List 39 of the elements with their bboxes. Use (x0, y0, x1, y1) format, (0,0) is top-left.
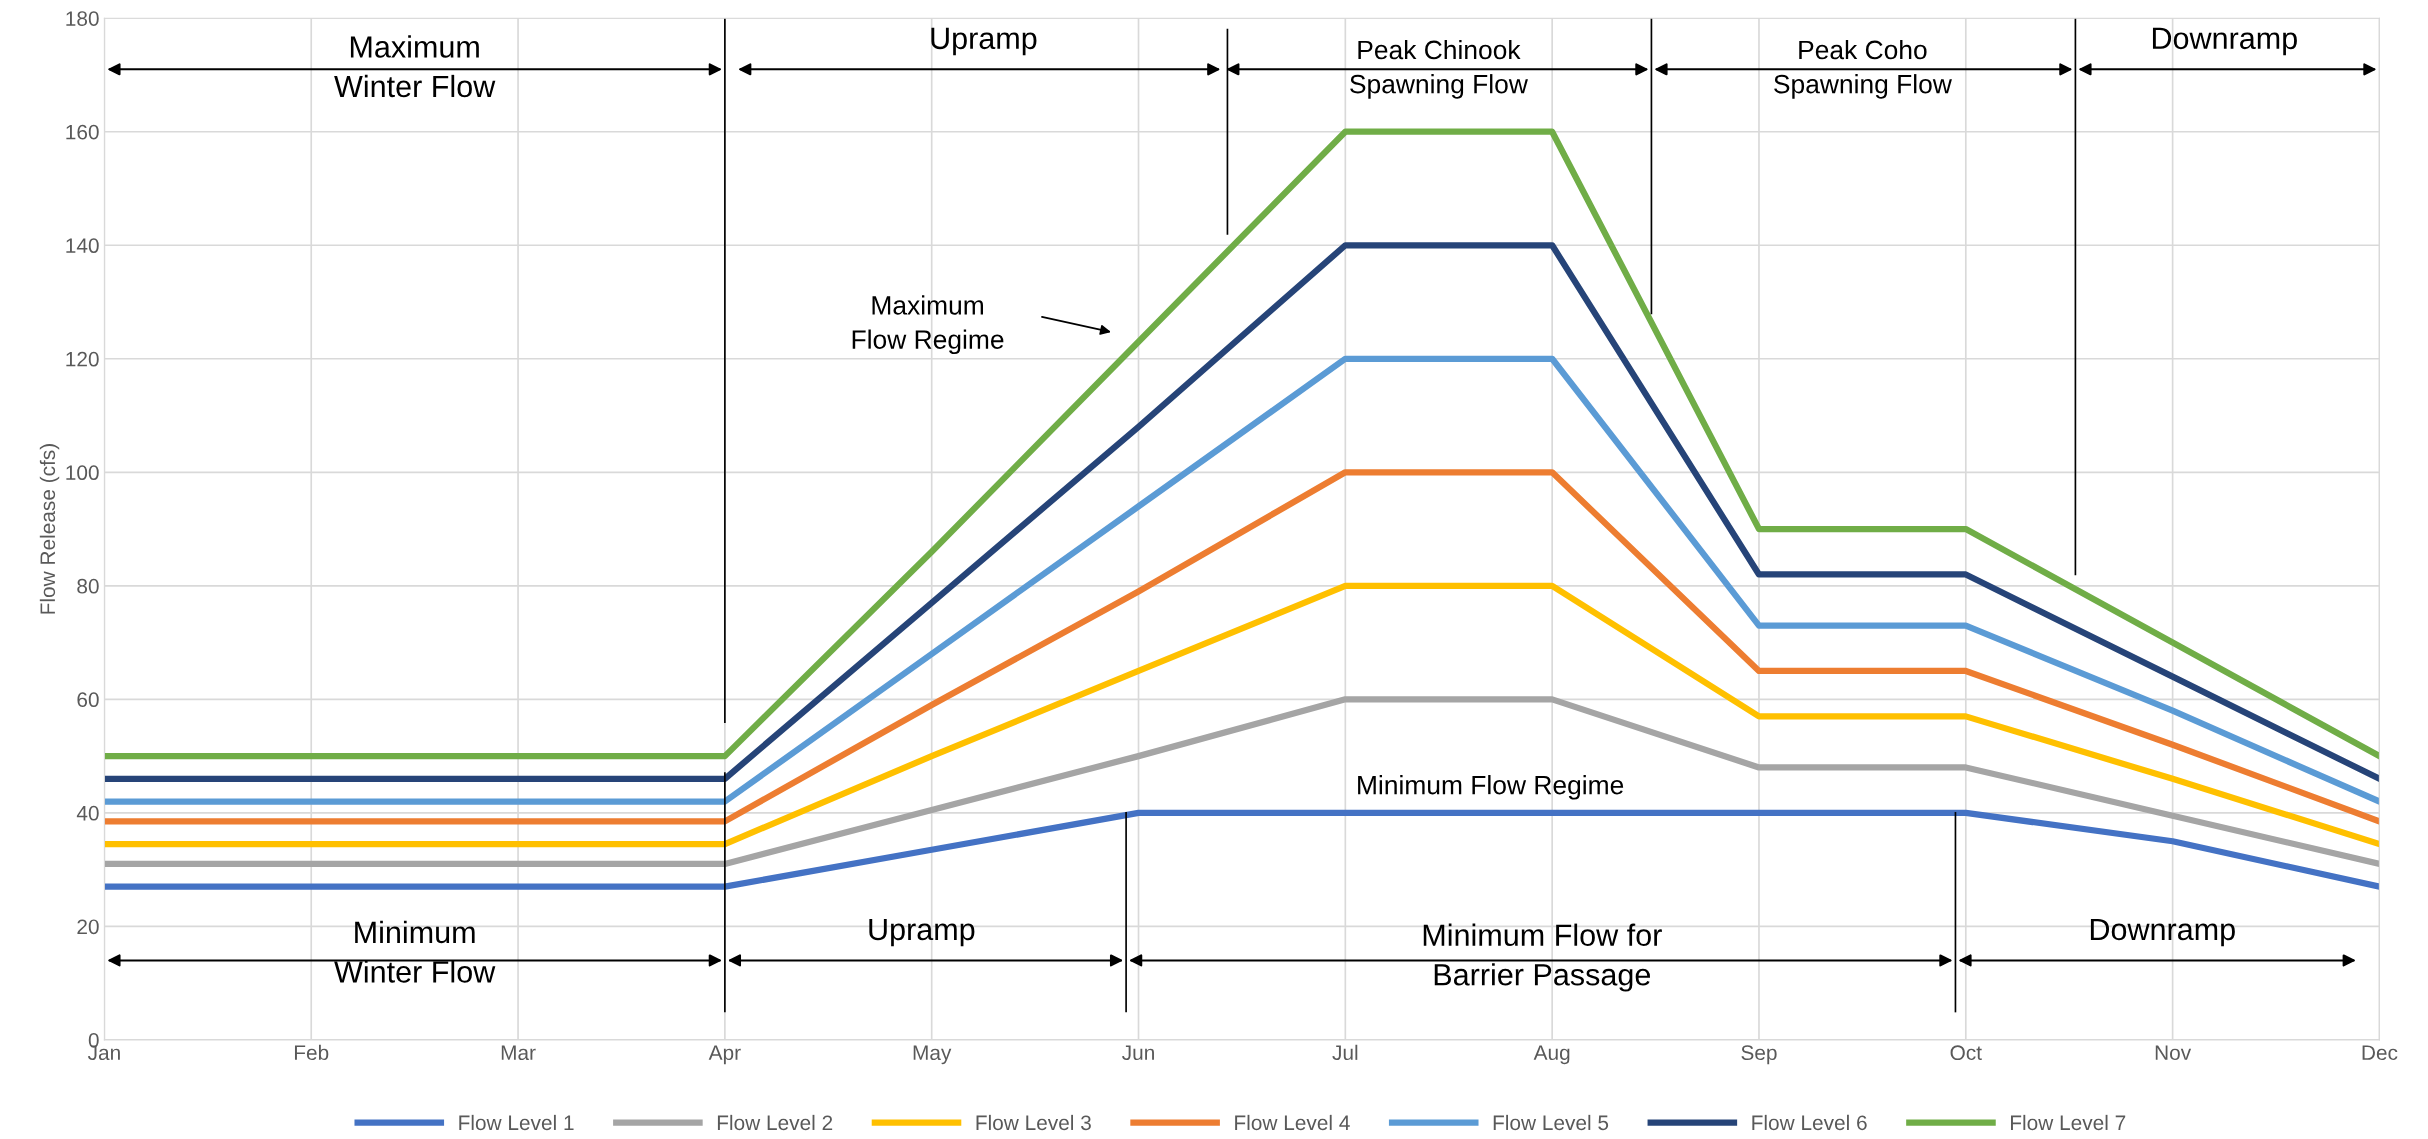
annotation: Upramp (931, 27, 1037, 56)
legend-label: Flow Level 3 (976, 1114, 1091, 1131)
annotation: Peak Coho Spawning Flow (1774, 39, 1952, 99)
annotation: Downramp (2090, 918, 2235, 947)
annotation: Peak Chinook Spawning Flow (1350, 39, 1528, 99)
x-tick-label: Sep (1741, 1045, 1777, 1065)
y-tick-label: 40 (76, 805, 99, 821)
annotation: Maximum Flow Regime (852, 295, 1004, 355)
legend-label: Flow Level 5 (1493, 1114, 1609, 1131)
legend-label: Flow Level 7 (2011, 1114, 2126, 1131)
y-tick-label: 60 (77, 692, 99, 708)
y-tick-label: 80 (77, 578, 99, 594)
x-tick-label: Nov (2155, 1045, 2192, 1061)
y-axis-title: Flow Release (cfs) (39, 444, 60, 614)
x-tick-label: Mar (501, 1045, 536, 1061)
y-tick-label: 100 (66, 465, 99, 481)
legend-label: Flow Level 2 (717, 1114, 833, 1131)
x-tick-label: Feb (294, 1044, 329, 1061)
x-tick-label: Dec (2362, 1045, 2398, 1061)
annotation: Minimum Winter Flow (334, 920, 496, 983)
x-tick-label: Apr (708, 1045, 741, 1065)
y-tick-label: 20 (77, 919, 99, 935)
x-tick-label: May (913, 1045, 952, 1065)
x-tick-label: Aug (1533, 1045, 1570, 1065)
annotation: Downramp (2152, 27, 2297, 56)
x-tick-label: Oct (1950, 1045, 1982, 1061)
annotation: Minimum Flow Regime (1358, 775, 1624, 800)
y-tick-label: 180 (66, 11, 99, 26)
legend-label: Flow Level 1 (459, 1114, 574, 1131)
y-tick-label: 160 (66, 124, 99, 140)
annotation: Upramp (869, 918, 975, 947)
x-tick-label: Jul (1332, 1044, 1358, 1061)
y-tick-label: 140 (66, 238, 99, 254)
legend-label: Flow Level 6 (1752, 1114, 1867, 1131)
y-tick-label: 120 (66, 351, 99, 367)
annotation: Minimum Flow for Barrier Passage (1423, 923, 1662, 992)
x-tick-label: Jun (1122, 1045, 1154, 1061)
annotation: Maximum Winter Flow (334, 35, 496, 98)
legend-label: Flow Level 4 (1235, 1114, 1350, 1131)
